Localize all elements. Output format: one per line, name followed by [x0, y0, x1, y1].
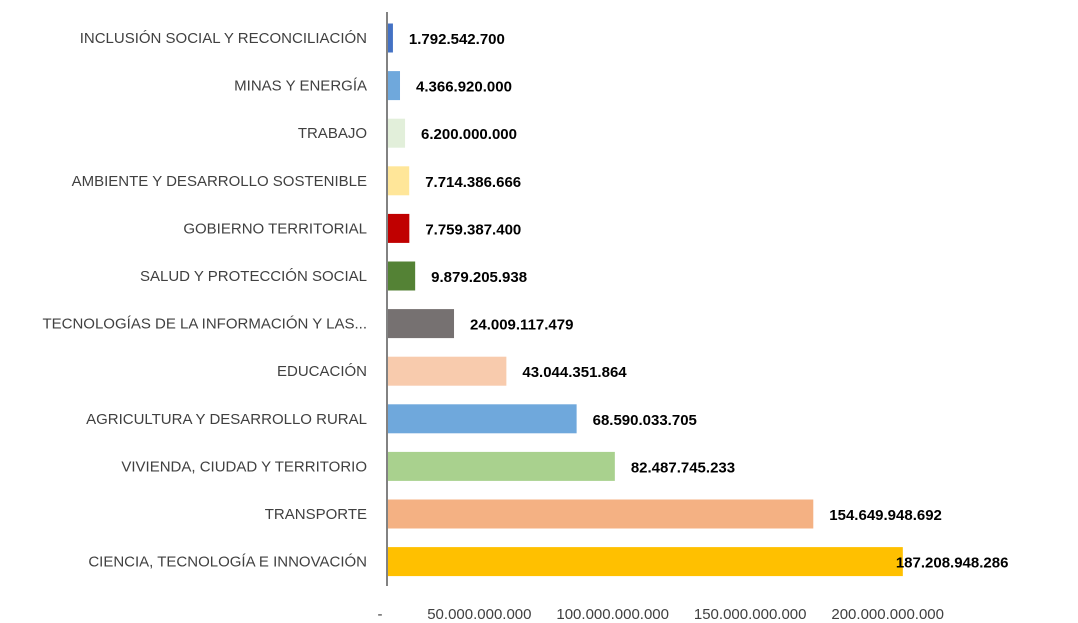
category-label: SALUD Y PROTECCIÓN SOCIAL [140, 268, 367, 285]
bar-tecnologias-de-la-informacion-y-las [388, 309, 455, 339]
category-label: TRABAJO [298, 125, 367, 142]
bar-gobierno-territorial [388, 213, 410, 243]
bar-agricultura-y-desarrollo-rural [388, 404, 577, 434]
bar-educacion [388, 356, 507, 386]
category-label: AMBIENTE Y DESARROLLO SOSTENIBLE [72, 173, 367, 190]
value-label: 68.590.033.705 [593, 412, 697, 429]
x-tick-label: 50.000.000.000 [427, 606, 531, 623]
category-label: CIENCIA, TECNOLOGÍA E INNOVACIÓN [88, 554, 367, 571]
value-label: 6.200.000.000 [421, 126, 517, 143]
value-label: 7.759.387.400 [425, 221, 521, 238]
value-label: 187.208.948.286 [896, 555, 1009, 572]
category-label: MINAS Y ENERGÍA [234, 78, 367, 95]
value-label: 82.487.745.233 [631, 459, 735, 476]
value-label: 154.649.948.692 [829, 507, 942, 524]
value-label: 43.044.351.864 [522, 364, 627, 381]
x-tick-labels-group: - 50.000.000.000 100.000.000.000 150.000.00… [378, 606, 945, 623]
value-label: 4.366.920.000 [416, 79, 512, 96]
bar-trabajo [388, 118, 406, 148]
bars-group [388, 23, 903, 577]
bar-inclusion-social-y-reconciliacion [388, 23, 393, 53]
bar-ciencia-tecnologia-e-innovacion [388, 547, 903, 577]
x-tick-label: 100.000.000.000 [556, 606, 669, 623]
category-labels-group: INCLUSIÓN SOCIAL Y RECONCILIACIÓN MINAS Y… [42, 30, 367, 571]
bar-transporte [388, 499, 814, 529]
value-label: 24.009.117.479 [470, 317, 573, 334]
bar-vivienda-ciudad-y-territorio [388, 451, 615, 481]
category-label: AGRICULTURA Y DESARROLLO RURAL [86, 411, 367, 428]
value-label: 7.714.386.666 [425, 174, 521, 191]
x-tick-label: 150.000.000.000 [694, 606, 807, 623]
value-label: 9.879.205.938 [431, 269, 527, 286]
bar-ambiente-y-desarrollo-sostenible [388, 166, 410, 196]
bar-salud-y-proteccion-social [388, 261, 416, 291]
category-label: TRANSPORTE [265, 506, 367, 523]
value-labels-group: 1.792.542.700 4.366.920.000 6.200.000.000 7… [409, 31, 1009, 572]
category-label: EDUCACIÓN [277, 363, 367, 380]
category-label: INCLUSIÓN SOCIAL Y RECONCILIACIÓN [80, 30, 367, 47]
bar-minas-y-energia [388, 71, 401, 101]
x-tick-label: 200.000.000.000 [831, 606, 944, 623]
value-label: 1.792.542.700 [409, 31, 505, 48]
category-label: GOBIERNO TERRITORIAL [183, 220, 367, 237]
x-tick-label: - [378, 606, 383, 623]
category-label: TECNOLOGÍAS DE LA INFORMACIÓN Y LAS... [42, 316, 367, 333]
category-label: VIVIENDA, CIUDAD Y TERRITORIO [121, 458, 367, 475]
